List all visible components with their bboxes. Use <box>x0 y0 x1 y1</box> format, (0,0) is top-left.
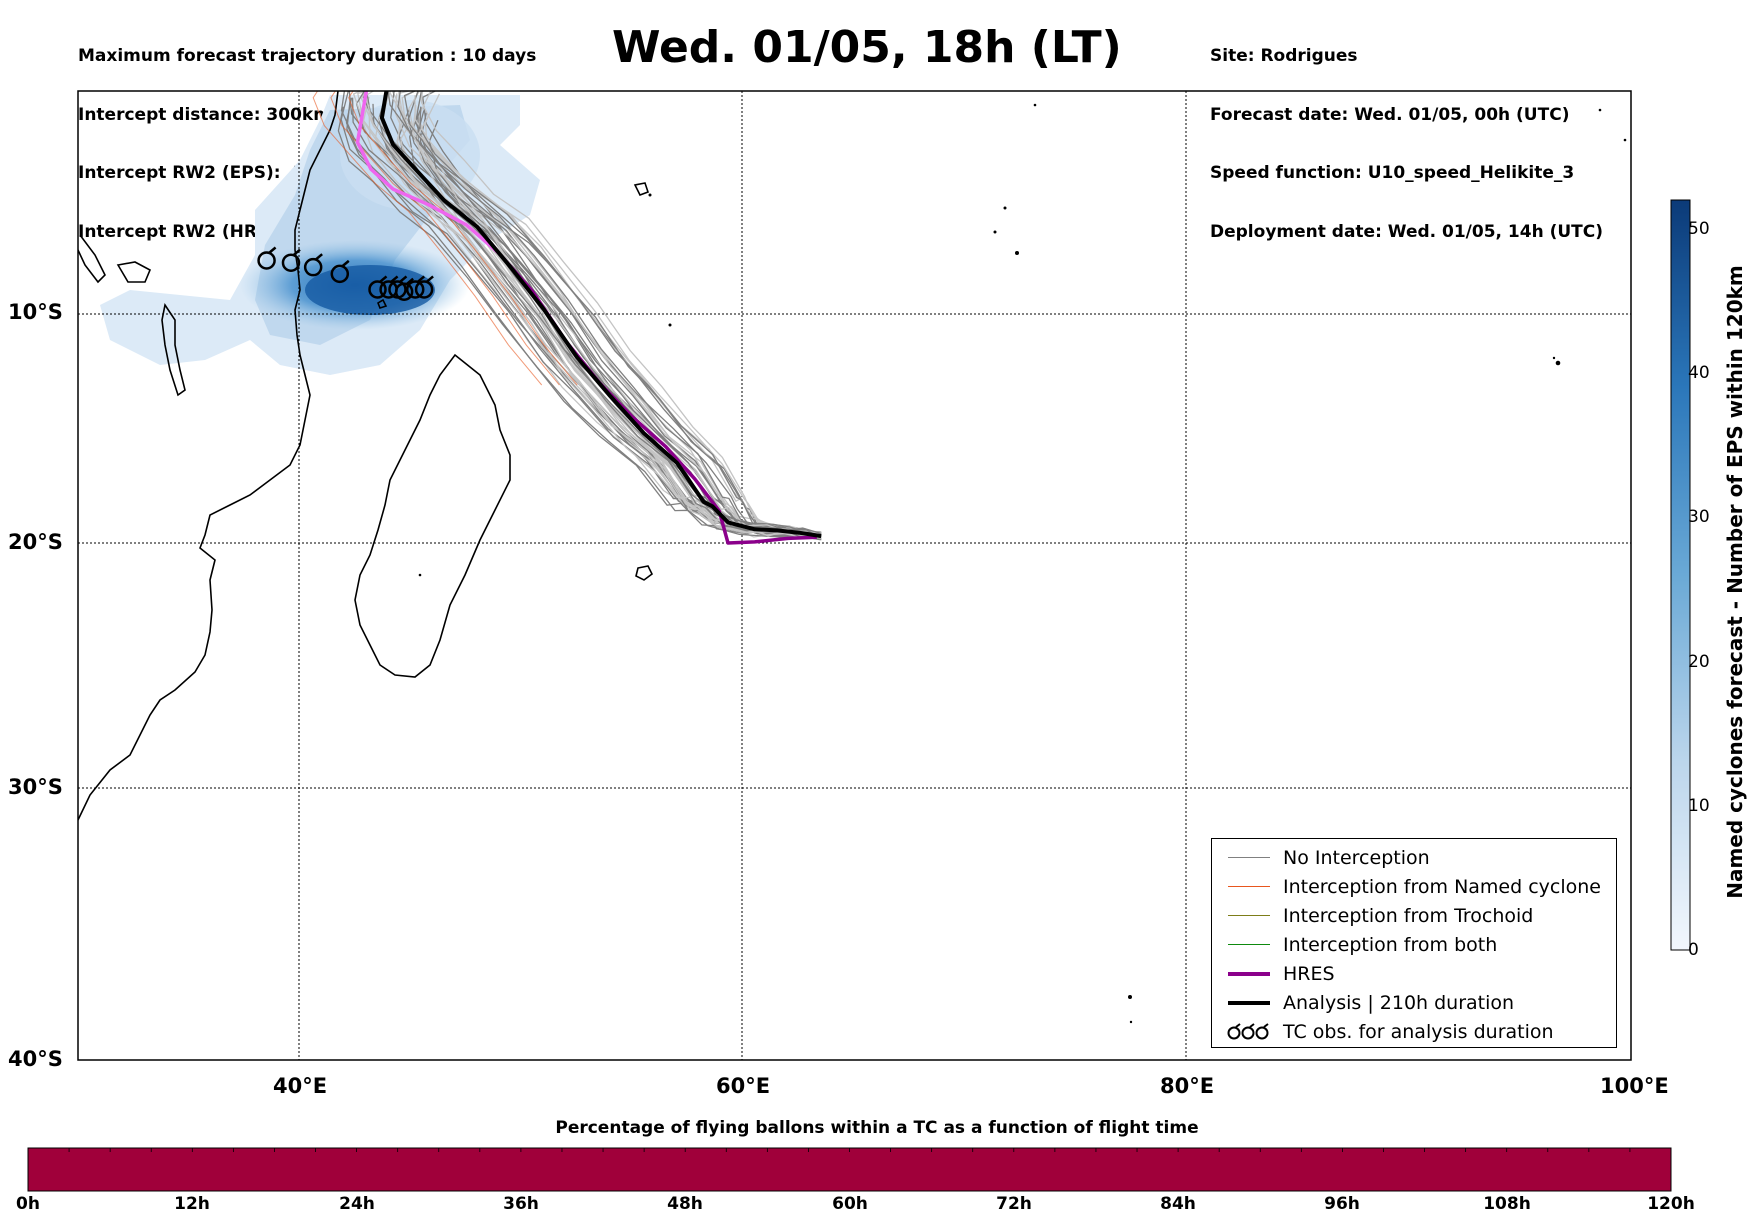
flight-time-tick: 24h <box>339 1194 375 1214</box>
cyclone-symbol-icon <box>1227 1023 1269 1040</box>
colorbar-tick: 30 <box>1688 507 1710 527</box>
tc-obs-symbol <box>414 275 434 299</box>
lake-victoria <box>116 261 152 283</box>
interception-track <box>348 91 578 386</box>
legend-swatch <box>1228 886 1270 887</box>
tc-obs-symbol <box>257 246 277 270</box>
flight-time-tick: 84h <box>1160 1194 1196 1214</box>
flight-time-tick: 108h <box>1483 1194 1531 1214</box>
flight-time-bar-ticks <box>27 1148 1672 1152</box>
density-colorbar <box>1670 199 1691 951</box>
colorbar-tick: 40 <box>1688 363 1710 383</box>
interception-track <box>312 91 543 386</box>
colorbar-tick: 20 <box>1688 652 1710 672</box>
header-line: Intercept distance: 300km <box>78 104 331 125</box>
lat-label: 20°S <box>8 530 63 554</box>
legend-swatch <box>1228 857 1270 858</box>
seychelles <box>633 182 650 197</box>
ensemble-track <box>387 91 822 536</box>
colorbar-tick: 50 <box>1688 219 1710 239</box>
flight-time-bar <box>27 1147 1672 1192</box>
africa-east-coast <box>78 91 339 821</box>
flight-time-tick: 72h <box>996 1194 1032 1214</box>
flight-time-tick: 36h <box>503 1194 539 1214</box>
tc-obs-symbol <box>394 277 414 301</box>
colorbar-tick: 10 <box>1688 796 1710 816</box>
ensemble-track <box>416 113 822 540</box>
flight-time-tick: 96h <box>1324 1194 1360 1214</box>
lon-label: 80°E <box>1160 1074 1215 1098</box>
map-title: Wed. 01/05, 18h (LT) <box>612 22 1122 73</box>
legend-swatch <box>1228 944 1270 945</box>
colorbar-tick: 0 <box>1688 940 1699 960</box>
lat-label: 40°S <box>8 1047 63 1071</box>
flight-time-tick: 60h <box>832 1194 868 1214</box>
ensemble-track <box>403 91 822 536</box>
legend-label: No Interception <box>1283 847 1430 869</box>
legend-label: HRES <box>1283 963 1335 985</box>
header-line: Speed function: U10_speed_Helikite_3 <box>1210 163 1575 183</box>
header-line: Forecast date: Wed. 01/05, 00h (UTC) <box>1210 104 1570 125</box>
map-frame <box>77 90 1632 1061</box>
ensemble-track <box>351 97 822 541</box>
header-line: Site: Rodrigues <box>1210 46 1358 66</box>
legend-swatch <box>1228 915 1270 916</box>
lon-label: 40°E <box>273 1074 328 1098</box>
header-line: Maximum forecast trajectory duration : 1… <box>78 46 537 66</box>
legend-label: Interception from Named cyclone <box>1283 876 1601 898</box>
map-legend: No Interception Interception from Named … <box>1211 838 1617 1048</box>
legend-swatch <box>1228 1001 1270 1005</box>
header-line: Deployment date: Wed. 01/05, 14h (UTC) <box>1210 221 1604 242</box>
legend-label: Interception from both <box>1283 934 1498 956</box>
header-right-info: Site: Rodrigues Forecast date: Wed. 01/0… <box>1210 8 1603 262</box>
comoros <box>377 298 388 309</box>
flight-time-tick: 0h <box>16 1194 40 1214</box>
lon-label: 60°E <box>716 1074 771 1098</box>
small-islands <box>418 103 1627 1024</box>
tc-obs-symbol <box>405 275 426 299</box>
analysis-track <box>379 91 822 539</box>
flight-time-tick: 48h <box>667 1194 703 1214</box>
tc-observations <box>257 246 434 301</box>
coastlines <box>78 91 654 821</box>
tc-obs-symbol <box>368 275 388 299</box>
gridlines <box>78 91 1631 1060</box>
tc-obs-symbol <box>330 259 350 284</box>
lat-label: 30°S <box>8 775 63 799</box>
madagascar <box>354 353 511 678</box>
hres-track-segment <box>355 91 501 256</box>
mauritius <box>635 565 654 581</box>
flight-time-title: Percentage of flying ballons within a TC… <box>555 1118 1199 1138</box>
tc-obs-symbol <box>303 253 323 277</box>
flight-time-tick: 120h <box>1647 1194 1695 1214</box>
flight-time-tick: 12h <box>174 1194 210 1214</box>
tc-obs-symbol <box>281 248 301 272</box>
legend-swatch <box>1228 972 1270 976</box>
lon-label: 100°E <box>1600 1074 1669 1098</box>
legend-label: Interception from Trochoid <box>1283 905 1534 927</box>
colorbar-label: Named cyclones forecast - Number of EPS … <box>1723 265 1747 899</box>
legend-label: Analysis | 210h duration <box>1283 992 1515 1014</box>
lake-tanganyika <box>78 234 106 284</box>
lat-label: 10°S <box>8 300 63 324</box>
lake-malawi <box>161 302 186 397</box>
legend-label: TC obs. for analysis duration <box>1283 1021 1554 1043</box>
ensemble-track <box>412 105 822 541</box>
